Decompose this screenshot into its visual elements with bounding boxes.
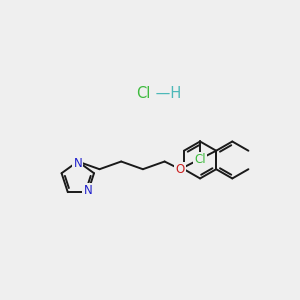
Text: N: N [74,157,82,169]
Text: N: N [83,184,92,197]
Text: —H: —H [151,86,181,101]
Text: Cl: Cl [194,153,206,166]
Text: O: O [176,163,185,176]
Text: Cl: Cl [136,86,151,101]
